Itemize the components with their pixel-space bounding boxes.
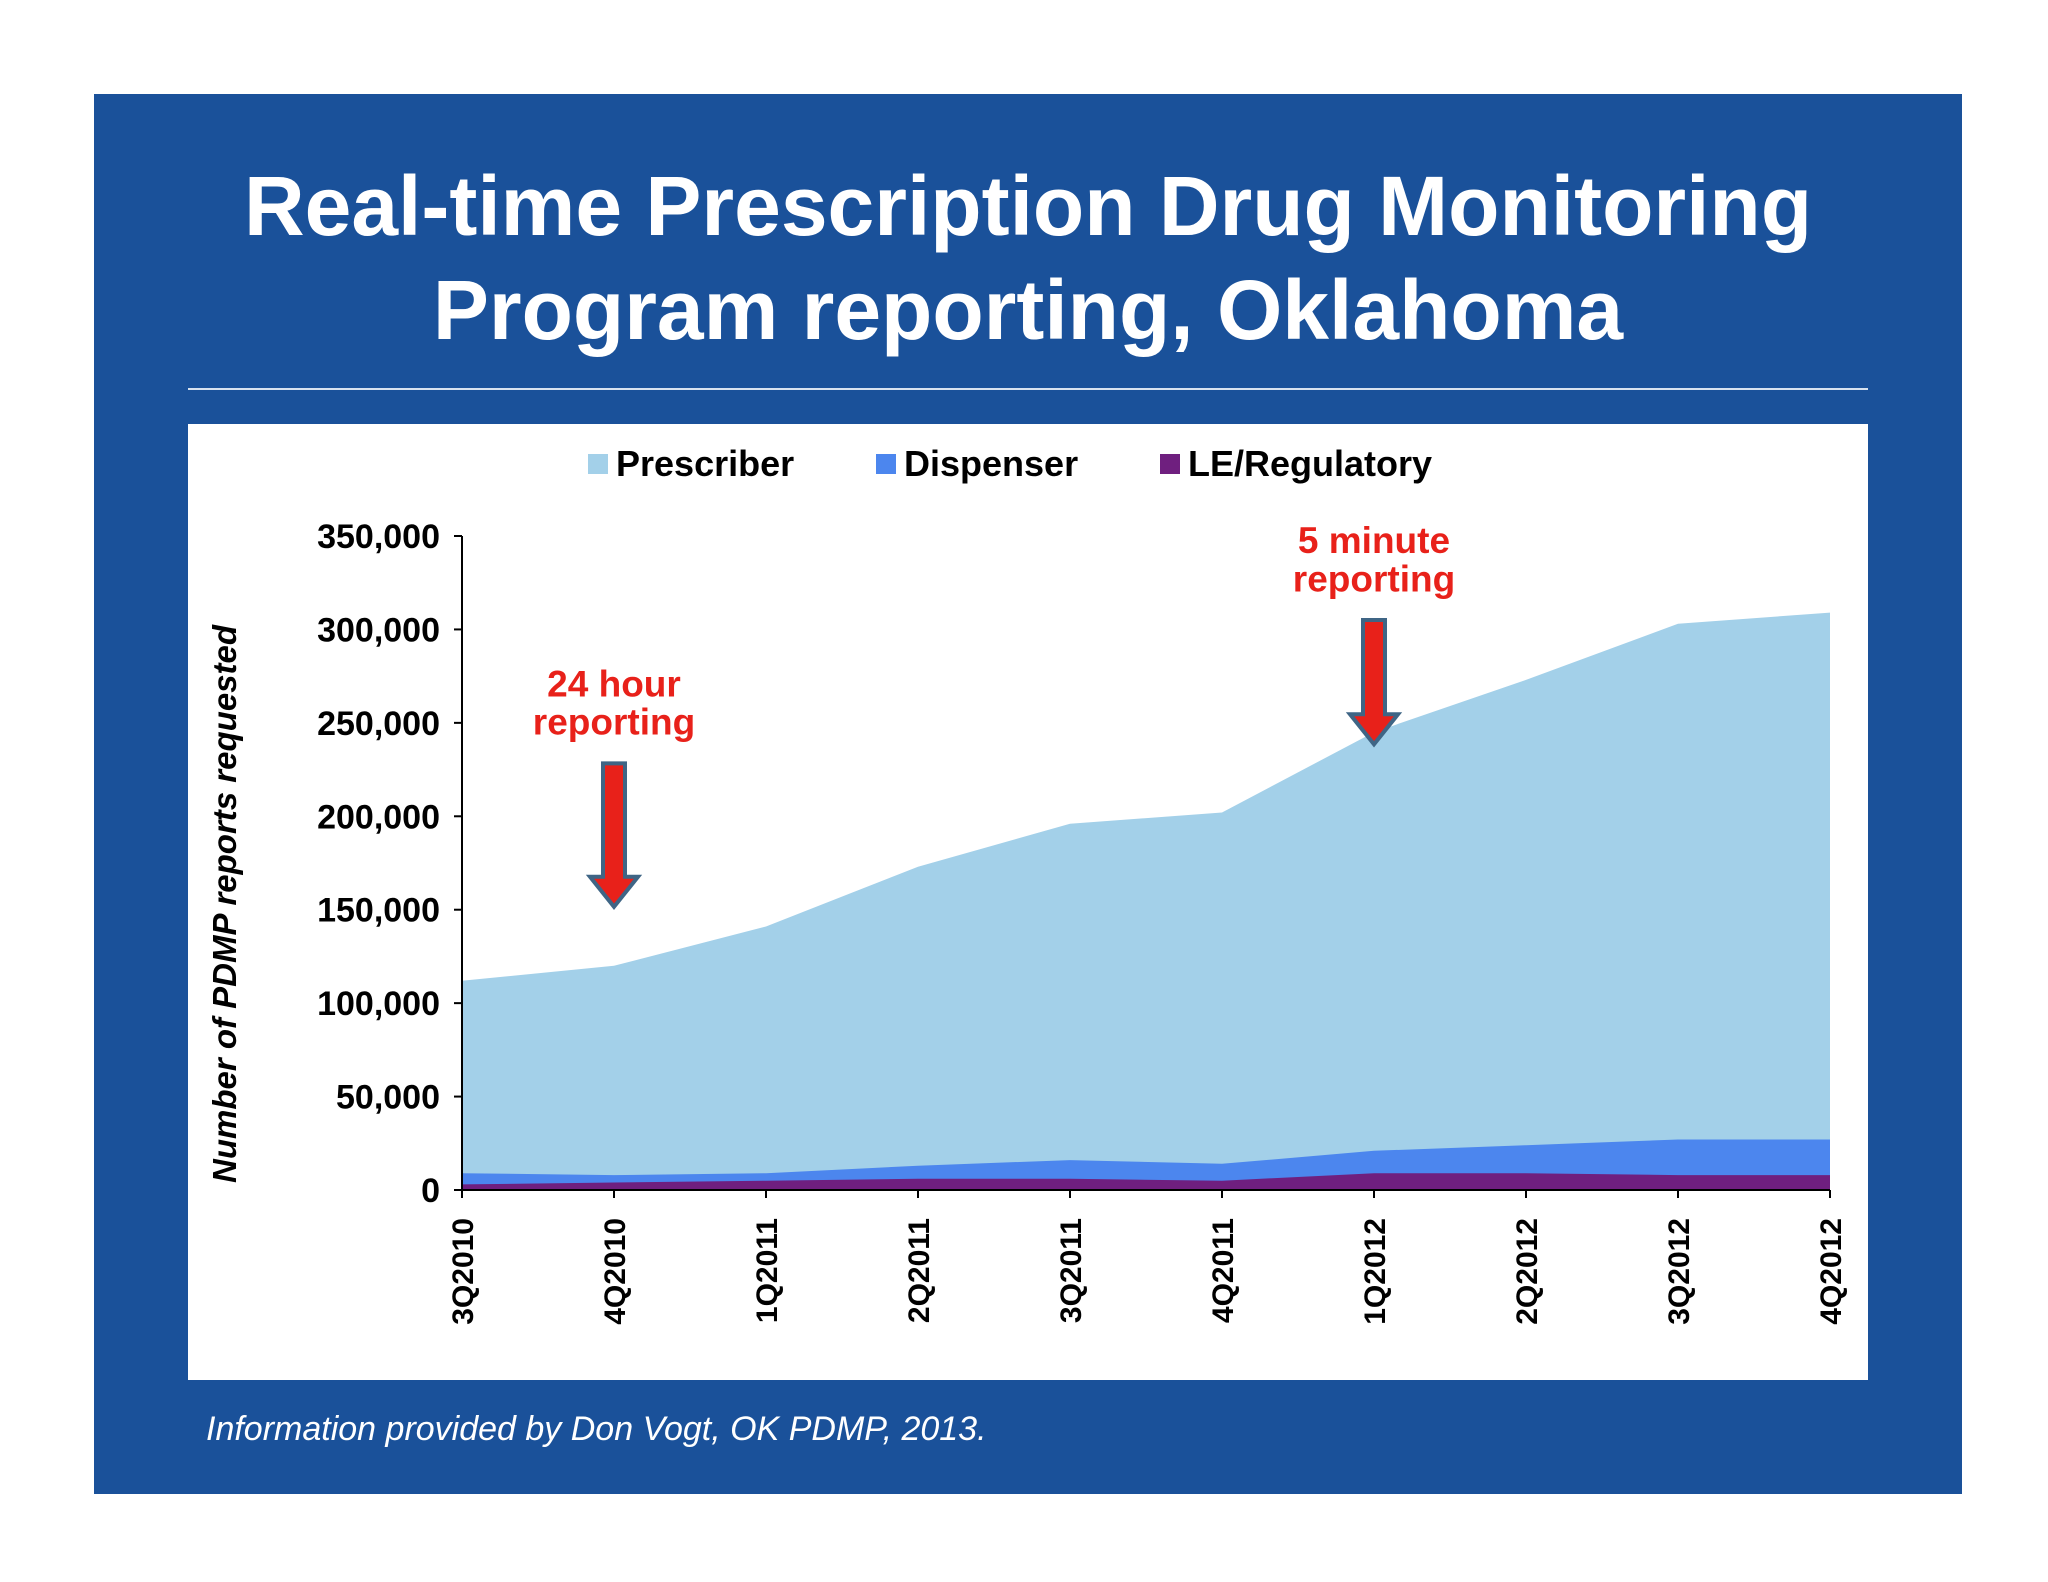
slide-title-line-1: Real-time Prescription Drug Monitoring — [243, 159, 1813, 253]
x-tick-label: 1Q2012 — [1359, 1218, 1392, 1325]
annotation-label-line-1: 24 hour — [547, 663, 681, 704]
chart-axes — [454, 535, 1831, 1198]
y-tick-label: 300,000 — [317, 611, 440, 649]
source-note: Information provided by Don Vogt, OK PDM… — [206, 1410, 987, 1448]
stacked-area-chart: 0 50,000 100,000 150,000 200,000 250,000 300,0… — [206, 443, 1848, 1325]
legend-swatch-le-regulatory — [1160, 454, 1180, 474]
slide-title: Real-time Prescription Drug Monitoring P… — [94, 154, 1962, 362]
legend-label-dispenser: Dispenser — [904, 443, 1078, 484]
slide-background: Real-time Prescription Drug Monitoring P… — [94, 94, 1962, 1494]
x-tick-label: 4Q2012 — [1815, 1218, 1848, 1325]
chart-areas — [462, 612, 1830, 1190]
y-tick-label: 150,000 — [317, 892, 440, 930]
legend-swatch-prescriber — [588, 454, 608, 474]
annotation-arrow-icon — [585, 761, 643, 910]
x-tick-label: 3Q2012 — [1663, 1218, 1696, 1325]
y-tick-label: 0 — [421, 1172, 440, 1210]
slide-title-line-2: Program reporting, Oklahoma — [432, 263, 1624, 357]
x-tick-label: 2Q2012 — [1511, 1218, 1544, 1325]
area-prescriber — [462, 612, 1830, 1190]
area-le-regulatory — [462, 1173, 1830, 1190]
x-tick-label: 4Q2010 — [599, 1218, 632, 1325]
y-tick-label: 50,000 — [336, 1079, 440, 1117]
x-tick-label: 4Q2011 — [1207, 1218, 1240, 1323]
annotation-arrow-icon — [1345, 617, 1403, 748]
legend-swatch-dispenser — [876, 454, 896, 474]
y-tick-labels: 0 50,000 100,000 150,000 200,000 250,000 300,0… — [317, 518, 440, 1210]
chart-panel: 0 50,000 100,000 150,000 200,000 250,000 300,0… — [188, 424, 1868, 1380]
x-tick-labels: 3Q2010 4Q2010 1Q2011 2Q2011 3Q2011 4Q2011 1Q20… — [447, 1218, 1848, 1325]
annotation-label-line-2: reporting — [533, 702, 695, 743]
legend-label-prescriber: Prescriber — [616, 443, 794, 484]
x-tick-label: 2Q2011 — [903, 1218, 936, 1323]
y-tick-label: 350,000 — [317, 518, 440, 556]
y-axis-label: Number of PDMP reports requested — [206, 624, 243, 1183]
annotation-label-line-1: 5 minute — [1298, 520, 1450, 561]
legend-label-le-regulatory: LE/Regulatory — [1188, 443, 1432, 484]
chart-legend: Prescriber Dispenser LE/Regulatory — [588, 443, 1432, 484]
title-divider — [188, 388, 1868, 390]
annotation-label-line-2: reporting — [1293, 558, 1455, 599]
x-tick-label: 3Q2010 — [447, 1218, 480, 1325]
x-tick-label: 1Q2011 — [751, 1218, 784, 1323]
y-tick-label: 100,000 — [317, 985, 440, 1023]
y-tick-label: 200,000 — [317, 798, 440, 836]
y-tick-label: 250,000 — [317, 705, 440, 743]
x-tick-label: 3Q2011 — [1055, 1218, 1088, 1323]
